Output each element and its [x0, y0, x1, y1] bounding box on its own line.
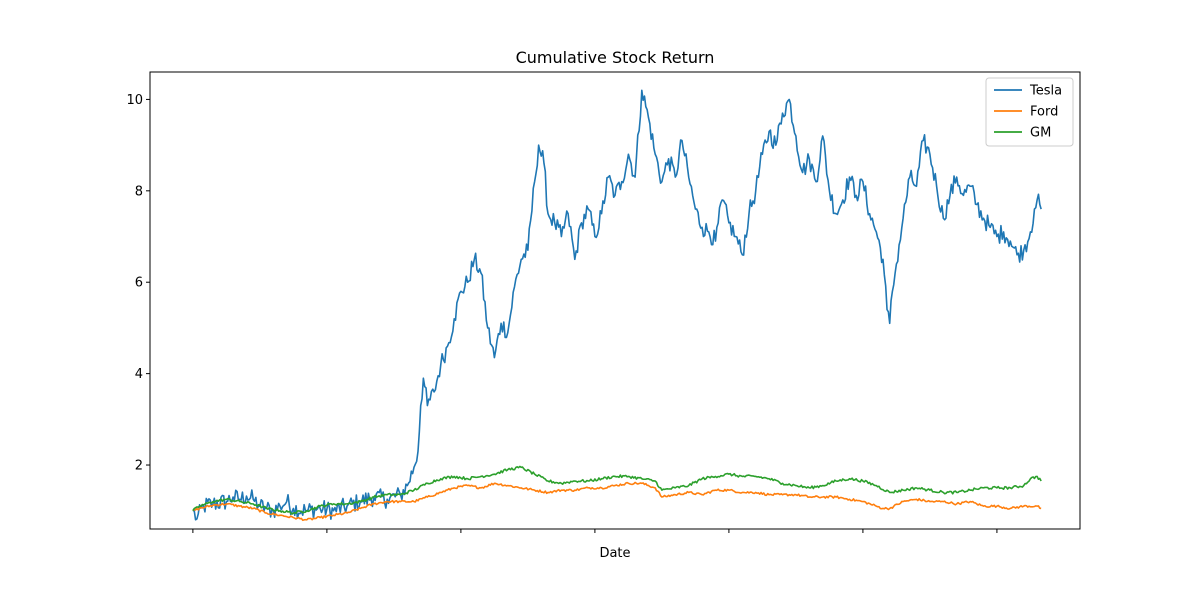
plot-area-frame — [149, 71, 1081, 530]
series-line-gm — [192, 465, 1042, 515]
legend-box — [985, 77, 1074, 147]
y-tick-label: 8 — [135, 184, 143, 199]
legend-label-gm: GM — [1030, 126, 1051, 141]
y-tick-label: 4 — [135, 367, 143, 382]
y-tick-label: 2 — [135, 459, 143, 474]
legend: Tesla Ford GM — [985, 77, 1074, 147]
y-tick-label: 6 — [135, 276, 143, 291]
y-axis: 2 4 6 8 10 — [126, 93, 150, 474]
legend-label-tesla: Tesla — [1029, 84, 1062, 99]
legend-label-ford: Ford — [1030, 105, 1058, 120]
chart-title: Cumulative Stock Return — [516, 48, 715, 67]
y-tick-label: 10 — [126, 93, 143, 108]
x-axis-label: Date — [599, 546, 630, 561]
series-line-ford — [192, 481, 1042, 522]
x-axis — [192, 529, 998, 533]
series-layer — [192, 89, 1042, 522]
series-line-tesla — [192, 89, 1042, 521]
